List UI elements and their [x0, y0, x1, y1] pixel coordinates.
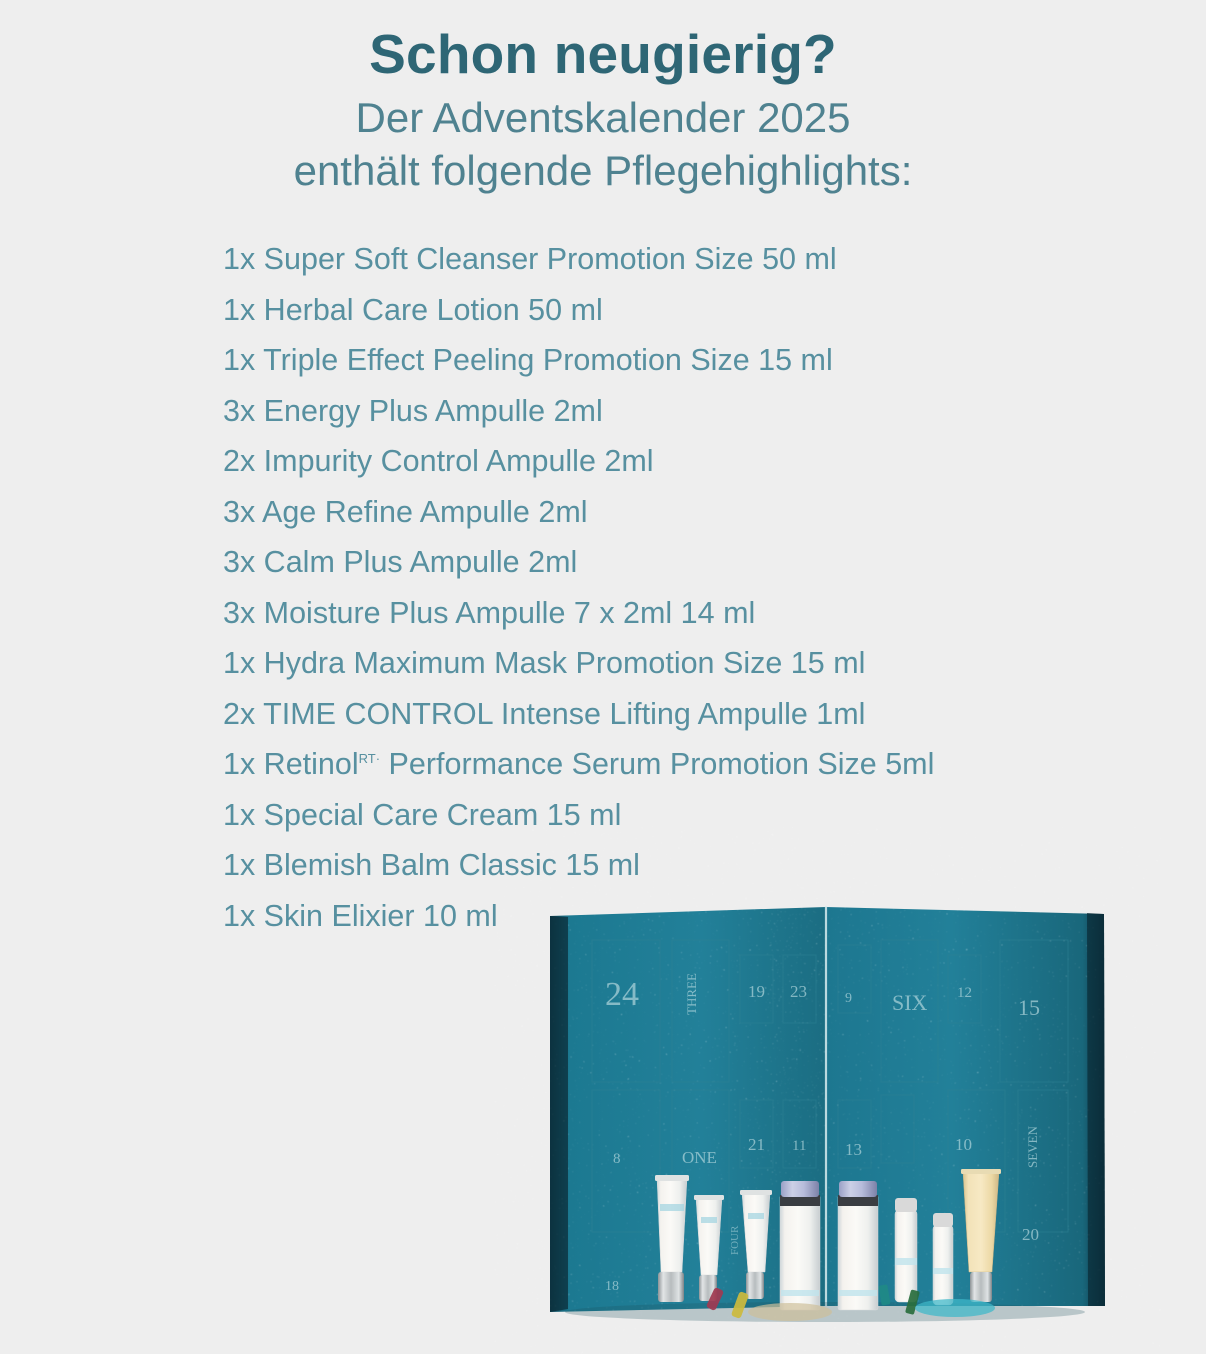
svg-text:THREE: THREE	[684, 973, 699, 1015]
svg-text:24: 24	[605, 976, 639, 1013]
svg-text:11: 11	[792, 1138, 806, 1154]
svg-text:13: 13	[845, 1140, 862, 1159]
svg-text:8: 8	[613, 1151, 621, 1167]
svg-text:20: 20	[1022, 1225, 1039, 1244]
svg-text:15: 15	[1018, 995, 1040, 1020]
svg-text:21: 21	[748, 1135, 765, 1154]
svg-text:FOUR: FOUR	[729, 1225, 741, 1255]
svg-text:SEVEN: SEVEN	[1025, 1126, 1040, 1169]
svg-text:18: 18	[605, 1279, 619, 1294]
svg-text:23: 23	[790, 982, 807, 1001]
svg-text:ONE: ONE	[682, 1148, 717, 1167]
svg-text:19: 19	[748, 982, 765, 1001]
svg-text:12: 12	[957, 985, 972, 1001]
svg-text:10: 10	[955, 1135, 972, 1154]
svg-text:SIX: SIX	[892, 990, 928, 1015]
svg-text:9: 9	[845, 991, 852, 1006]
